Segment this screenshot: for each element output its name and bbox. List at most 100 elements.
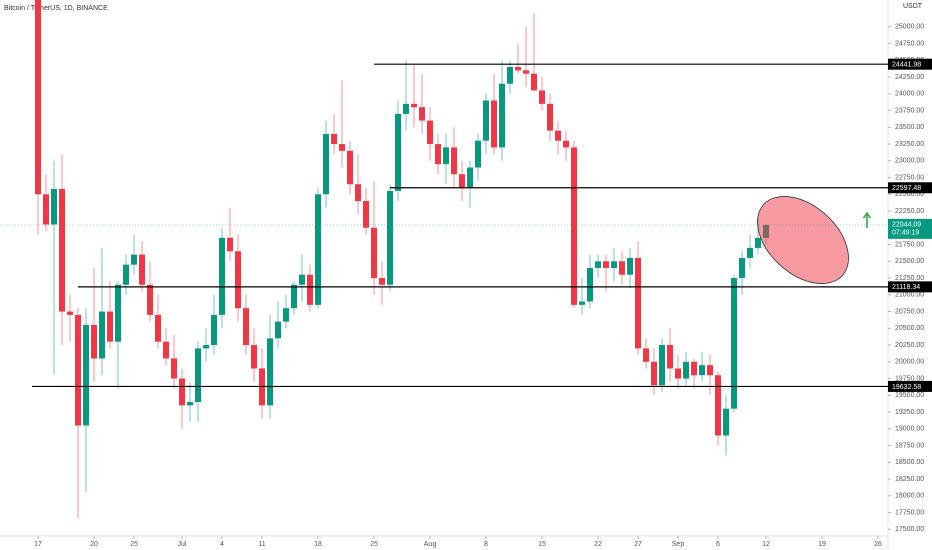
candle-body (387, 190, 393, 285)
x-tick-label: 25 (130, 541, 138, 548)
candle-body (235, 251, 241, 309)
candle-body (699, 365, 705, 376)
y-tick-label: 19750.00 (895, 375, 924, 382)
x-tick-label: 20 (90, 541, 98, 548)
x-tick-label: 25 (370, 541, 378, 548)
y-tick-label: 19500.00 (895, 392, 924, 399)
up-arrow (862, 211, 872, 228)
candle-body (507, 67, 513, 84)
candle-body (91, 324, 97, 359)
candle-body (203, 345, 209, 349)
candle-body (563, 140, 569, 148)
candle-body (251, 345, 257, 369)
candle-body (67, 311, 73, 315)
candle-body (667, 345, 673, 369)
candle-body (323, 134, 329, 195)
candle-body (83, 324, 89, 426)
candle-body (299, 274, 305, 285)
candle-body (595, 261, 601, 268)
chart-title: Bitcoin / TetherUS, 1D, BINANCE (4, 5, 108, 12)
candle-body (739, 257, 745, 279)
candle-body (275, 321, 281, 339)
level-label-box (888, 58, 932, 70)
x-tick-label: 26 (874, 541, 882, 548)
y-tick-label: 23500.00 (895, 124, 924, 131)
y-tick-label: 22500.00 (895, 191, 924, 198)
y-tick-label: 23750.00 (895, 107, 924, 114)
candle-body (635, 257, 641, 349)
x-tick-label: Sep (672, 541, 685, 548)
candle-body (675, 368, 681, 379)
candle-body (619, 261, 625, 275)
candle-body (347, 150, 353, 185)
y-tick-label: 19000.00 (895, 426, 924, 433)
x-tick-label: 11 (258, 541, 265, 548)
y-tick-label: 18750.00 (895, 442, 924, 449)
candle-body (491, 100, 497, 148)
candle-body (523, 70, 529, 74)
last-price-label: 22044.09 (892, 222, 921, 229)
y-tick-label: 22750.00 (895, 174, 924, 181)
y-tick-label: 18500.00 (895, 459, 924, 466)
candle-body (227, 237, 233, 252)
level-label: 22597.48 (892, 185, 921, 192)
candle-body (107, 311, 113, 342)
y-tick-label: 24000.00 (895, 91, 924, 98)
candle-body (379, 278, 385, 285)
candle-body (723, 408, 729, 436)
y-tick-label: 21500.00 (895, 258, 924, 265)
y-tick-label: 21000.00 (895, 292, 924, 299)
candle-body (443, 147, 449, 165)
y-tick-label: 21750.00 (895, 241, 924, 248)
x-tick-label: 4 (220, 541, 224, 548)
y-tick-label: 20000.00 (895, 359, 924, 366)
y-tick-label: 21250.00 (895, 275, 924, 282)
candle-body (211, 314, 217, 346)
candle-body (643, 348, 649, 362)
candle-body (331, 134, 337, 145)
candle-body (539, 90, 545, 104)
candle-body (115, 284, 121, 342)
candle-body (315, 194, 321, 305)
candle-body (75, 314, 81, 426)
x-tick-label: 8 (484, 541, 488, 548)
y-tick-label: 25000.00 (895, 24, 924, 31)
candle-body (123, 264, 129, 285)
candle-body (307, 274, 313, 305)
candle-body (571, 147, 577, 305)
candle-body (395, 113, 401, 191)
level-label-box (888, 182, 932, 194)
y-tick-label: 18250.00 (895, 476, 924, 483)
candle-body (267, 338, 273, 406)
x-tick-label: 27 (634, 541, 642, 548)
candle-body (627, 257, 633, 275)
candle-body (179, 378, 185, 406)
x-tick-label: 19 (818, 541, 826, 548)
x-tick-label: Jul (178, 541, 187, 548)
candle-body (155, 314, 161, 342)
candle-body (147, 284, 153, 315)
candles (35, 0, 769, 520)
candle-body (219, 237, 225, 315)
candle-body (35, 0, 41, 195)
candle-body (587, 268, 593, 302)
candle-body (131, 254, 137, 265)
candle-body (603, 261, 609, 268)
candle-body (411, 103, 417, 108)
x-tick-label: 22 (594, 541, 602, 548)
candle-body (43, 194, 49, 225)
candle-body (163, 341, 169, 359)
highlight-ellipse (757, 196, 849, 284)
candle-body (427, 120, 433, 145)
y-tick-label: 20750.00 (895, 308, 924, 315)
x-tick-label: Aug (424, 541, 437, 548)
candle-body (515, 67, 521, 71)
candle-body (139, 254, 145, 285)
candle-body (403, 103, 409, 114)
level-label-box (888, 380, 932, 392)
candle-body (291, 284, 297, 309)
candle-body (419, 107, 425, 121)
y-tick-label: 22250.00 (895, 208, 924, 215)
y-unit: USDT (903, 3, 923, 10)
